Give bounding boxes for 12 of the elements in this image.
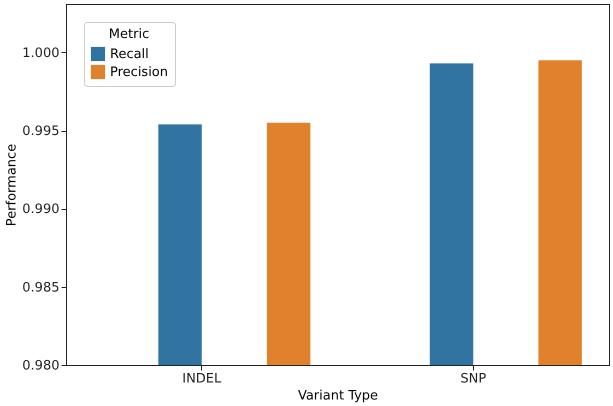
y-tick-label: 0.985	[22, 280, 60, 296]
y-tick-label: 1.000	[22, 46, 60, 61]
x-axis-title: Variant Type	[298, 388, 378, 404]
legend-label: Precision	[110, 65, 168, 80]
x-tick-label: SNP	[460, 372, 486, 386]
y-tick-label: 0.990	[22, 202, 60, 218]
x-tick-label: INDEL	[182, 372, 222, 386]
y-tick-label: 0.980	[22, 358, 60, 374]
y-tick-label: 0.995	[22, 124, 60, 140]
legend-title: Metric	[108, 27, 150, 42]
legend-label: Recall	[110, 47, 149, 62]
y-axis-title: Performance	[4, 144, 20, 226]
